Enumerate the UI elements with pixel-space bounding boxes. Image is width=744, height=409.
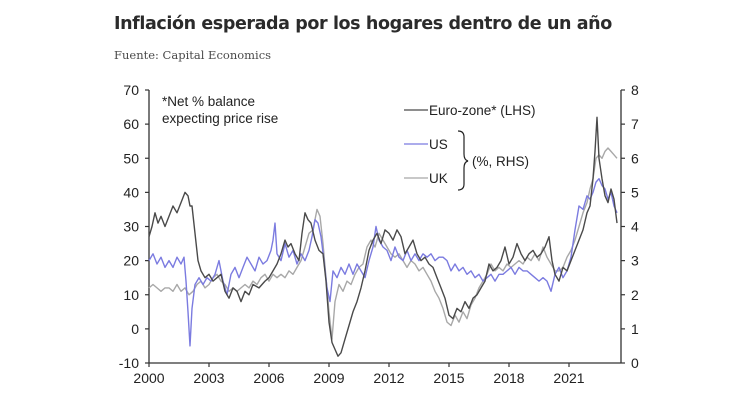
y-right-tick-label: 4: [631, 219, 639, 235]
annotation-line-2: expecting price rise: [162, 111, 278, 126]
x-tick-label: 2021: [553, 370, 584, 386]
annotation-line-1: *Net % balance: [162, 94, 255, 109]
y-right-tick-label: 2: [631, 287, 639, 303]
series-line-uk: [148, 147, 618, 340]
y-left-tick-label: 60: [123, 116, 139, 132]
x-tick-label: 2003: [193, 370, 224, 386]
y-right-tick-label: 0: [631, 355, 639, 371]
x-tick-label: 2012: [373, 370, 404, 386]
x-tick-label: 2015: [433, 370, 464, 386]
x-tick-label: 2000: [133, 370, 164, 386]
y-right-tick-label: 8: [631, 82, 639, 98]
series-line-us: [148, 178, 618, 347]
y-left-tick-label: -10: [119, 355, 139, 371]
legend-label-uk: UK: [429, 171, 448, 186]
axes: -10 0 10 20 30 40 50 60 70 0 1 2 3 4 5 6 7 8 2000 2003 2006 2…: [119, 82, 639, 386]
y-left-tick-label: 20: [123, 253, 139, 269]
series-line-euro-zone: [148, 116, 618, 357]
y-right-tick-label: 7: [631, 116, 639, 132]
legend: Euro-zone* (LHS) US UK (%, RHS): [404, 103, 536, 191]
legend-group-label: (%, RHS): [472, 154, 529, 169]
y-left-tick-label: 50: [123, 150, 139, 166]
y-right-tick-label: 1: [631, 321, 639, 337]
y-right-tick-label: 6: [631, 150, 639, 166]
legend-brace: [457, 130, 469, 191]
chart-title: Inflación esperada por los hogares dentr…: [114, 14, 612, 34]
y-right-tick-label: 3: [631, 253, 639, 269]
chart-source: Fuente: Capital Economics: [114, 48, 272, 62]
x-tick-label: 2018: [493, 370, 524, 386]
x-tick-label: 2006: [253, 370, 284, 386]
annotation: *Net % balance expecting price rise: [162, 94, 278, 126]
y-left-tick-label: 40: [123, 184, 139, 200]
series-lines: [148, 116, 618, 357]
y-left-tick-label: 10: [123, 287, 139, 303]
y-left-tick-label: 30: [123, 219, 139, 235]
legend-label-eurozone: Euro-zone* (LHS): [429, 103, 536, 118]
legend-label-us: US: [429, 137, 448, 152]
y-left-tick-label: 0: [131, 321, 139, 337]
y-right-tick-label: 5: [631, 184, 639, 200]
y-left-tick-label: 70: [123, 82, 139, 98]
x-tick-label: 2009: [313, 370, 344, 386]
